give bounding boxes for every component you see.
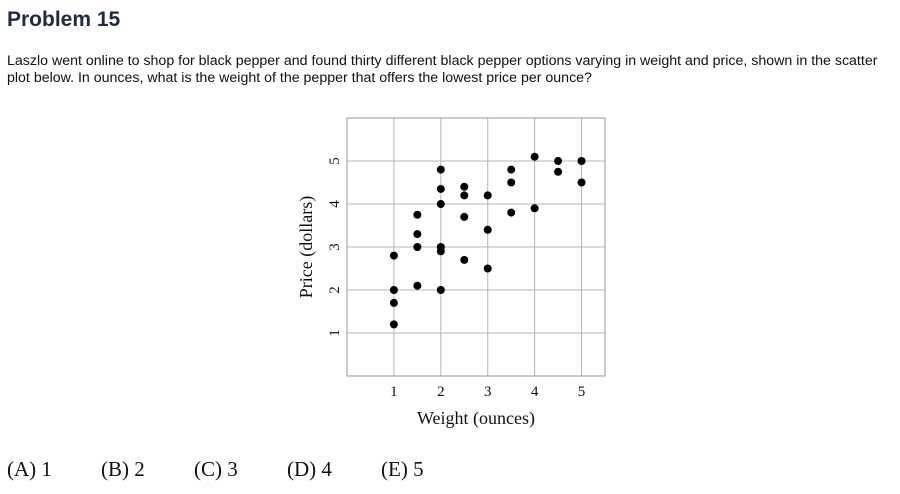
question-text: Laszlo went online to shop for black pep… [7,53,878,86]
y-tick-label: 5 [327,157,343,165]
data-point [413,281,422,290]
choice-a[interactable]: (A) 1 [7,457,52,482]
data-point [554,167,563,176]
x-tick-label: 1 [390,384,398,400]
data-point [577,157,586,165]
choice-a-letter: (A) [7,457,37,481]
choice-c-value: 3 [227,457,238,481]
data-point [436,200,445,208]
data-point [413,230,422,239]
data-point [483,191,492,200]
y-tick-label: 4 [327,200,343,208]
data-point [460,255,469,264]
y-tick-labels: 1 2 3 4 5 [327,157,343,337]
choice-c-letter: (C) [194,457,222,481]
data-point [460,212,469,221]
data-point [460,191,469,200]
choice-d-value: 4 [321,457,332,481]
x-axis-label: Weight (ounces) [417,408,535,429]
x-tick-label: 4 [531,384,539,400]
scatter-plot: 1 2 3 4 5 1 2 3 4 5 Weight (ounces) Price (dolla… [280,105,620,435]
data-point [483,264,492,273]
data-point [389,286,398,294]
data-point [436,184,445,193]
y-tick-label: 1 [327,329,343,337]
plot-frame [346,117,606,377]
scatter-chart-svg: 1 2 3 4 5 1 2 3 4 5 Weight (ounces) Price (dolla… [296,117,606,429]
choice-d[interactable]: (D) 4 [287,457,332,482]
data-point [389,320,398,329]
data-points [389,152,586,329]
choice-b-value: 2 [134,457,145,481]
choice-e-letter: (E) [381,457,408,481]
data-point [507,208,516,217]
y-axis-label: Price (dollars) [296,196,317,298]
choice-e[interactable]: (E) 5 [381,457,424,482]
choice-b-letter: (B) [101,457,129,481]
data-point [413,243,422,251]
data-point [530,152,539,161]
problem-title: Problem 15 [7,8,121,31]
x-tick-label: 3 [484,384,492,400]
data-point [507,165,516,174]
y-tick-label: 2 [327,286,343,294]
x-tick-label: 5 [578,384,586,400]
data-point [436,243,445,251]
data-point [436,165,445,174]
data-point [554,157,563,165]
x-tick-labels: 1 2 3 4 5 [390,384,585,400]
choice-c[interactable]: (C) 3 [194,457,238,482]
data-point [507,178,516,187]
choice-d-letter: (D) [287,457,317,481]
x-tick-label: 2 [437,384,445,400]
data-point [436,286,445,294]
data-point [389,298,398,307]
choice-e-value: 5 [413,457,424,481]
grid-lines [347,118,605,376]
data-point [577,178,586,187]
data-point [460,182,469,191]
choice-b[interactable]: (B) 2 [101,457,145,482]
choice-a-value: 1 [41,457,52,481]
y-tick-label: 3 [327,243,343,251]
data-point [483,225,492,234]
data-point [413,210,422,219]
data-point [530,204,539,213]
data-point [389,251,398,260]
